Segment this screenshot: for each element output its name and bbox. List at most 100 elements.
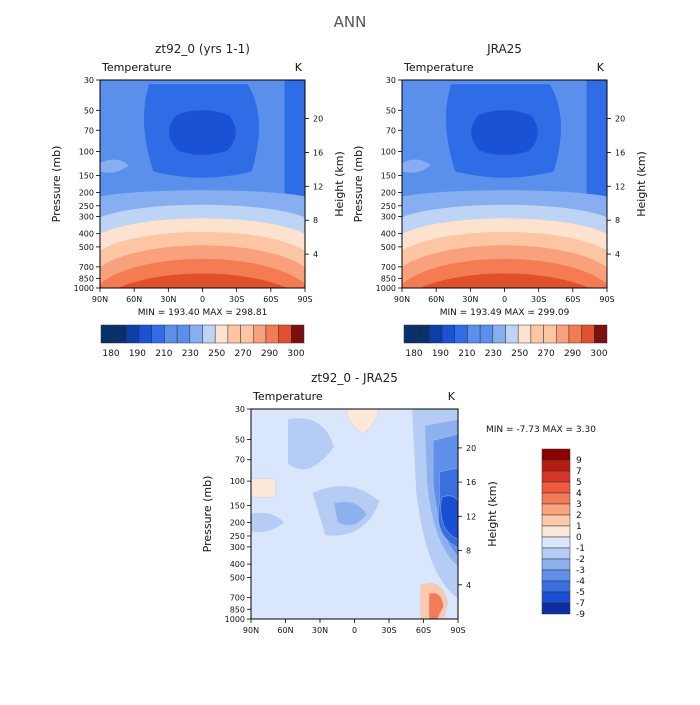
colorbar-swatch: [291, 324, 305, 344]
colorbar-label: 180: [405, 349, 422, 359]
colorbar-swatch: [541, 448, 571, 461]
y-tick-label: 200: [381, 189, 396, 198]
diff-contour-3: [251, 512, 285, 533]
colorbar-swatch: [416, 324, 430, 344]
y-tick-label: 400: [381, 230, 396, 239]
contour-level-200: [471, 110, 538, 155]
colorbar-swatch: [467, 324, 481, 344]
y2-axis-label: Height (km): [486, 481, 499, 547]
y-tick-label: 100: [230, 477, 245, 486]
colorbar-swatch: [541, 591, 571, 604]
x-tick-label: 30S: [229, 295, 244, 304]
y-tick-label: 200: [79, 189, 94, 198]
colorbar-label: 7: [576, 467, 582, 477]
colorbar-swatch: [214, 324, 229, 344]
y-axis-label: Pressure (mb): [50, 146, 63, 223]
y-tick-label: 30: [84, 76, 94, 85]
plots-layer: zt92_0 (yrs 1-1)Temperature K305070100150…: [50, 42, 648, 635]
y2-tick-label: 8: [615, 216, 620, 225]
y-tick-label: 50: [84, 106, 94, 115]
contour-level-290: [100, 273, 305, 288]
colorbar-swatch: [429, 324, 443, 344]
y-tick-label: 850: [79, 274, 94, 283]
y-tick-label: 1000: [74, 284, 94, 293]
y-tick-label: 500: [381, 243, 396, 252]
colorbar-label: 3: [576, 500, 582, 510]
x-tick-label: 90S: [599, 295, 614, 304]
contour-level-200: [169, 110, 236, 155]
contour-level-290: [402, 273, 607, 288]
y2-tick-label: 12: [466, 512, 476, 521]
x-tick-label: 0: [352, 626, 357, 635]
colorbar-label: -5: [576, 588, 585, 598]
colorbar-swatch: [581, 324, 595, 344]
colorbar-swatch: [164, 324, 178, 344]
diff-contour-4: [346, 409, 380, 435]
x-tick-label: 30S: [381, 626, 396, 635]
y-tick-label: 30: [235, 405, 245, 414]
stats-text: MIN = 193.40 MAX = 298.81: [138, 308, 268, 318]
colorbar-swatch: [541, 492, 571, 505]
y-axis-label: Pressure (mb): [352, 146, 365, 223]
y-tick-label: 250: [79, 202, 94, 211]
variable-label: Temperature: [252, 390, 323, 403]
colorbar-swatch: [541, 481, 571, 494]
colorbar-swatch: [126, 324, 140, 344]
colorbar-label: 230: [182, 349, 199, 359]
y2-tick-label: 8: [466, 547, 471, 556]
colorbar-swatch: [541, 569, 571, 582]
colorbar-label: 5: [576, 478, 582, 488]
y2-tick-label: 4: [313, 250, 318, 259]
colorbar-swatch: [441, 324, 455, 344]
colorbar-swatch: [253, 324, 267, 344]
diff-contour-2: [333, 501, 368, 526]
y2-tick-label: 20: [615, 115, 625, 124]
y2-tick-label: 12: [313, 182, 323, 191]
colorbar-label: 300: [287, 349, 304, 359]
page-title: ANN: [334, 13, 367, 31]
diff-contour-0: [288, 418, 335, 470]
y2-tick-label: 8: [313, 216, 318, 225]
colorbar-label: 230: [485, 349, 502, 359]
y-tick-label: 700: [381, 263, 396, 272]
colorbar-label: 190: [129, 349, 146, 359]
colorbar-swatch: [151, 324, 165, 344]
y-axis-label: Pressure (mb): [201, 476, 214, 553]
colorbar-swatch: [541, 580, 571, 593]
colorbar-label: 210: [458, 349, 475, 359]
y-tick-label: 500: [79, 243, 94, 252]
colorbar-1: MIN = 193.49 MAX = 299.09 180 190 210 230 250…: [403, 308, 608, 359]
colorbar-swatch: [479, 324, 494, 344]
units-label: K: [448, 390, 456, 403]
axes-0: zt92_0 (yrs 1-1) Temperature K 30 50 70 100 150…: [50, 42, 346, 304]
colorbar-swatch: [541, 514, 571, 527]
y-tick-label: 30: [386, 76, 396, 85]
variable-label: Temperature: [101, 61, 172, 74]
x-tick-label: 30N: [160, 295, 176, 304]
x-tick-label: 90N: [394, 295, 410, 304]
colorbar-label: 180: [102, 349, 119, 359]
colorbar-label: 300: [590, 349, 607, 359]
y2-axis-label: Height (km): [333, 151, 346, 217]
colorbar-label: 4: [576, 489, 582, 499]
y-tick-label: 300: [381, 213, 396, 222]
colorbar-label: 2: [576, 511, 582, 521]
colorbar-swatch: [541, 525, 571, 538]
y-tick-label: 70: [84, 126, 94, 135]
colorbar-label: 290: [261, 349, 278, 359]
y-tick-label: 200: [230, 519, 245, 528]
colorbar-swatch: [138, 324, 152, 344]
y2-tick-label: 4: [615, 250, 620, 259]
colorbar-swatch: [556, 324, 570, 344]
colorbar-swatch: [278, 324, 292, 344]
x-tick-label: 30S: [531, 295, 546, 304]
y-tick-label: 150: [79, 171, 94, 180]
colorbar-swatch: [403, 324, 417, 344]
units-label: K: [295, 61, 303, 74]
x-tick-label: 60N: [126, 295, 142, 304]
stats-text: MIN = 193.49 MAX = 299.09: [440, 308, 570, 318]
y2-tick-label: 16: [615, 148, 625, 157]
y-tick-label: 70: [235, 456, 245, 465]
colorbar-label: 250: [208, 349, 225, 359]
